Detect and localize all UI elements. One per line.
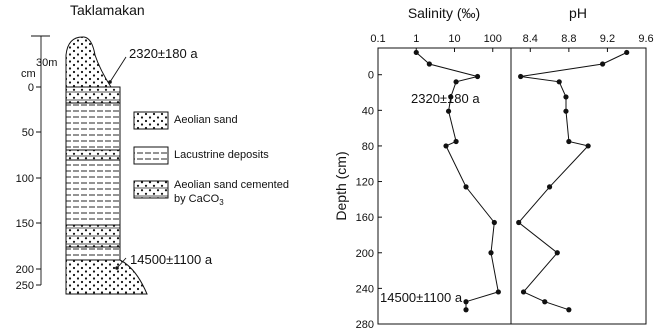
ph-x-axis: 8.4 8.8 9.2 9.6: [523, 33, 654, 52]
aeolian-sand-base: [65, 259, 148, 295]
salinity-point: [453, 79, 459, 85]
depth-tick-label: 100: [16, 173, 34, 185]
y-axis: 0 40 80 120 160 200 240 280: [356, 70, 382, 330]
salinity-point: [413, 49, 419, 56]
salinity-point: [474, 73, 481, 80]
salinity-series: [413, 49, 501, 313]
ph-point: [585, 143, 591, 149]
ph-point: [556, 79, 562, 85]
age-pointer-dot: [115, 266, 119, 270]
y-tick-label: 280: [356, 319, 374, 330]
age-label-top: 2320±180 a: [129, 46, 198, 61]
y-tick-label: 0: [368, 70, 374, 82]
y-tick-label: 120: [356, 177, 374, 189]
legend-label-cemented-line2: by CaCO3: [174, 193, 224, 207]
y-tick-label: 200: [356, 248, 374, 260]
salinity-age-annotation-bottom: 14500±1100 a: [380, 290, 463, 305]
salinity-point: [463, 184, 469, 190]
y-tick-label: 240: [356, 283, 374, 295]
ph-point: [624, 49, 630, 56]
ph-point: [546, 184, 553, 190]
ph-x-tick-label: 9.2: [600, 33, 615, 45]
salinity-x-tick-label: 0.1: [370, 33, 385, 45]
ph-x-tick-label: 8.8: [561, 33, 576, 45]
profiles-chart: Salinity (‰) pH Depth (cm) 0 40 80 120 160 20…: [333, 5, 654, 330]
salinity-point: [488, 250, 494, 256]
age-pointer-dot: [108, 80, 112, 84]
scale-30m-label: 30m: [36, 57, 57, 69]
legend-swatch-lacustrine: [133, 146, 169, 165]
site-title: Taklamakan: [70, 2, 145, 18]
salinity-line: [415, 52, 499, 310]
salinity-point: [463, 299, 469, 305]
salinity-x-axis: 0.1 1 10 100: [370, 33, 502, 52]
ph-x-tick-label: 8.4: [523, 33, 538, 45]
ph-point: [520, 289, 527, 295]
depth-axis-label: Depth (cm): [333, 151, 349, 220]
ph-series: [516, 49, 630, 313]
age-label-bottom: 14500±1100 a: [130, 252, 213, 267]
salinity-x-tick-label: 100: [484, 33, 502, 45]
aeolian-dune-mound: [65, 36, 112, 88]
ph-point: [554, 250, 560, 256]
ph-point: [516, 219, 522, 226]
age-pointer: [109, 56, 127, 83]
lacustrine-layer: [65, 246, 121, 261]
y-tick-label: 40: [362, 105, 374, 117]
legend-label-aeolian: Aeolian sand: [174, 114, 238, 126]
salinity-x-tick-label: 10: [448, 33, 460, 45]
depth-tick-label: 50: [22, 127, 34, 139]
ph-x-tick-label: 9.6: [638, 33, 653, 45]
depth-tick-label: 0: [28, 82, 34, 94]
salinity-point: [453, 138, 459, 145]
stratigraphic-column: Taklamakan 30m cm 0 50 100 150 200 250 2: [16, 2, 289, 295]
lacustrine-layer: [65, 102, 121, 151]
ph-point: [518, 73, 524, 80]
plot-frame: [377, 47, 647, 325]
legend-swatch-aeolian: [133, 111, 169, 130]
ph-point: [563, 94, 569, 100]
salinity-x-tick-label: 1: [413, 33, 419, 45]
salinity-title: Salinity (‰): [408, 5, 480, 21]
depth-tick-label: 150: [16, 218, 34, 230]
legend-swatch-cemented: [133, 180, 169, 199]
salinity-point: [463, 307, 469, 313]
cemented-sand-layer: [65, 224, 121, 248]
legend-label-cemented: Aeolian sand cemented: [174, 179, 289, 191]
salinity-point: [448, 94, 454, 100]
y-tick-label: 160: [356, 212, 374, 224]
legend: Aeolian sand Lacustrine deposits Aeolian…: [133, 111, 289, 207]
ph-point: [566, 307, 572, 313]
age-pointer: [116, 257, 127, 269]
salinity-point: [426, 61, 432, 67]
salinity-point: [443, 143, 449, 149]
salinity-point: [495, 289, 501, 295]
ph-point: [566, 138, 572, 145]
y-tick-label: 80: [362, 141, 374, 153]
lacustrine-layer: [65, 159, 121, 226]
ph-line: [517, 52, 627, 311]
salinity-point: [445, 108, 452, 114]
cemented-sand-layer: [65, 149, 121, 161]
ph-title: pH: [569, 5, 587, 21]
salinity-age-annotation-top: 2320±180 a: [411, 91, 480, 106]
depth-tick-label: 250: [16, 280, 34, 292]
salinity-point: [491, 219, 497, 226]
legend-label-lacustrine: Lacustrine deposits: [174, 149, 269, 161]
unit-cm-label: cm: [21, 68, 36, 80]
depth-tick-label: 200: [16, 264, 34, 276]
cemented-sand-layer: [65, 86, 121, 104]
ph-point: [542, 299, 548, 305]
ph-point: [600, 61, 606, 67]
ph-point: [563, 108, 569, 114]
